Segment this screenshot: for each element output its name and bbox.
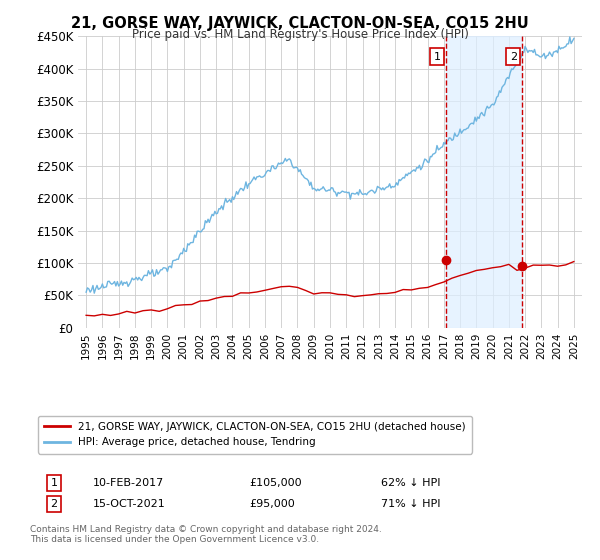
Text: Price paid vs. HM Land Registry's House Price Index (HPI): Price paid vs. HM Land Registry's House … [131,28,469,41]
Text: 62% ↓ HPI: 62% ↓ HPI [381,478,440,488]
Text: Contains HM Land Registry data © Crown copyright and database right 2024.
This d: Contains HM Land Registry data © Crown c… [30,525,382,544]
Legend: 21, GORSE WAY, JAYWICK, CLACTON-ON-SEA, CO15 2HU (detached house), HPI: Average : 21, GORSE WAY, JAYWICK, CLACTON-ON-SEA, … [38,416,472,454]
Text: 2: 2 [509,52,517,62]
Text: 1: 1 [434,52,441,62]
Text: £95,000: £95,000 [249,499,295,509]
Text: 2: 2 [50,499,58,509]
Text: 71% ↓ HPI: 71% ↓ HPI [381,499,440,509]
Text: 1: 1 [50,478,58,488]
Bar [446,36,521,328]
Text: 10-FEB-2017: 10-FEB-2017 [93,478,164,488]
Text: £105,000: £105,000 [249,478,302,488]
Text: 21, GORSE WAY, JAYWICK, CLACTON-ON-SEA, CO15 2HU: 21, GORSE WAY, JAYWICK, CLACTON-ON-SEA, … [71,16,529,31]
Text: 15-OCT-2021: 15-OCT-2021 [93,499,166,509]
